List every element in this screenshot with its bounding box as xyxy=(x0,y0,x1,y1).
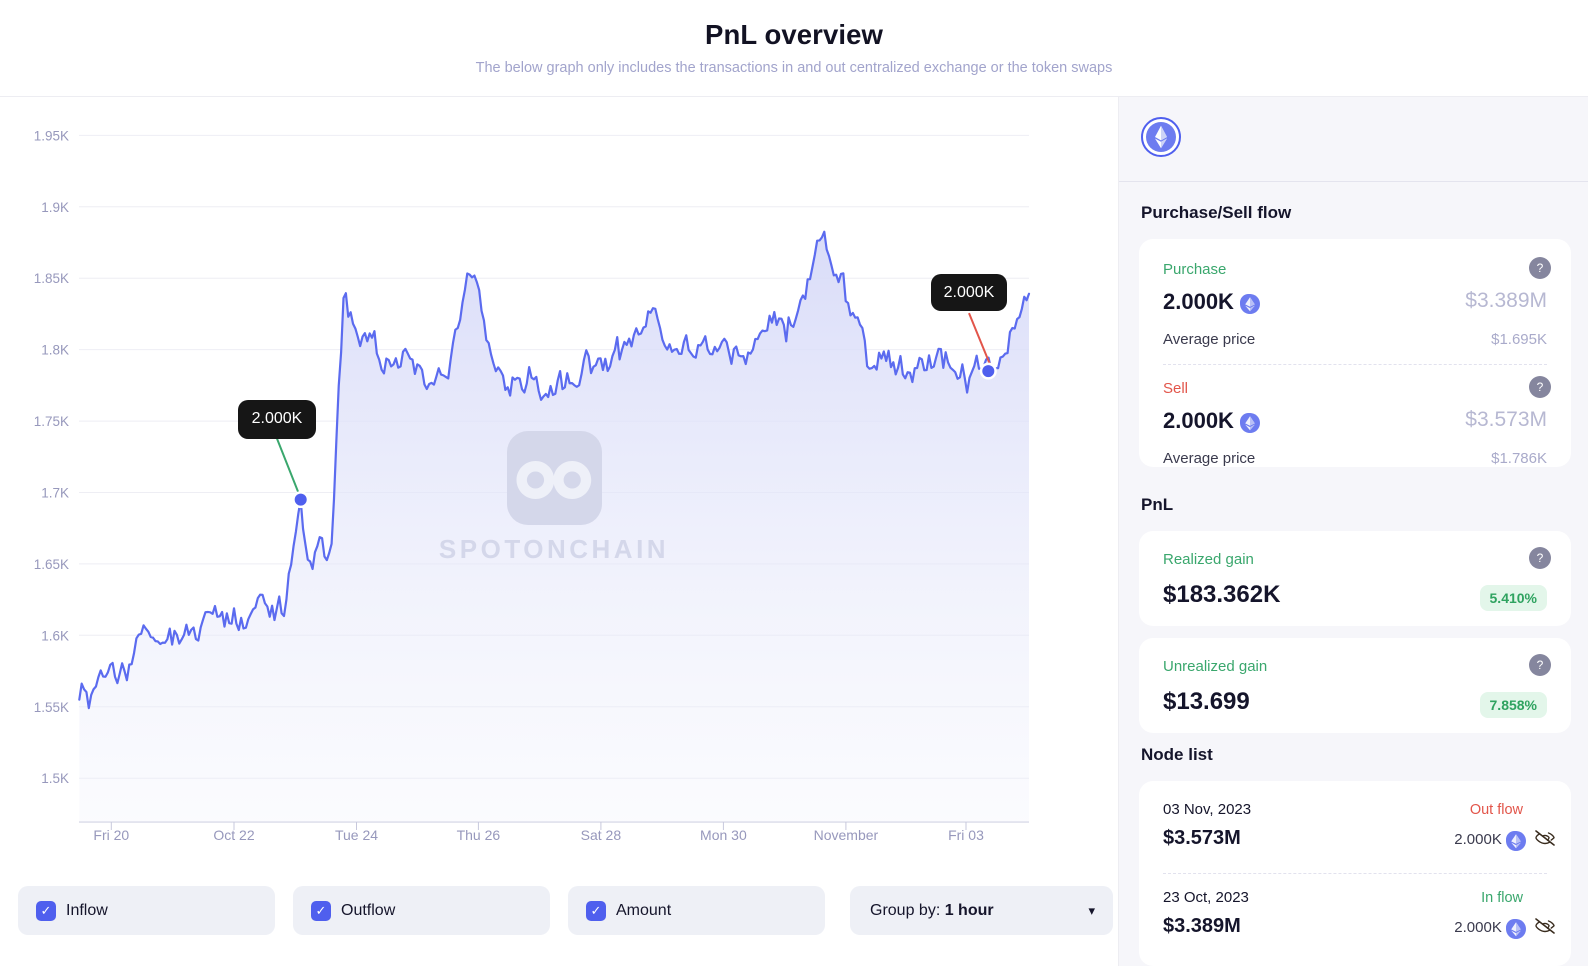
svg-text:Thu 26: Thu 26 xyxy=(457,827,501,843)
svg-text:1.5K: 1.5K xyxy=(41,771,69,786)
svg-text:SPOTONCHAIN: SPOTONCHAIN xyxy=(439,534,669,564)
svg-text:1.9K: 1.9K xyxy=(41,200,69,215)
svg-text:November: November xyxy=(814,827,879,843)
svg-text:Fri 20: Fri 20 xyxy=(93,827,129,843)
svg-text:1.8K: 1.8K xyxy=(41,343,69,358)
svg-text:1.75K: 1.75K xyxy=(34,414,69,429)
svg-text:1.65K: 1.65K xyxy=(34,557,69,572)
svg-text:Oct 22: Oct 22 xyxy=(213,827,254,843)
svg-text:1.95K: 1.95K xyxy=(34,128,69,143)
svg-text:1.7K: 1.7K xyxy=(41,486,69,501)
svg-text:Tue 24: Tue 24 xyxy=(335,827,378,843)
svg-text:1.6K: 1.6K xyxy=(41,628,69,643)
svg-text:Mon 30: Mon 30 xyxy=(700,827,747,843)
svg-text:Sat 28: Sat 28 xyxy=(581,827,622,843)
svg-text:Fri 03: Fri 03 xyxy=(948,827,984,843)
svg-text:1.55K: 1.55K xyxy=(34,700,69,715)
svg-text:1.85K: 1.85K xyxy=(34,271,69,286)
